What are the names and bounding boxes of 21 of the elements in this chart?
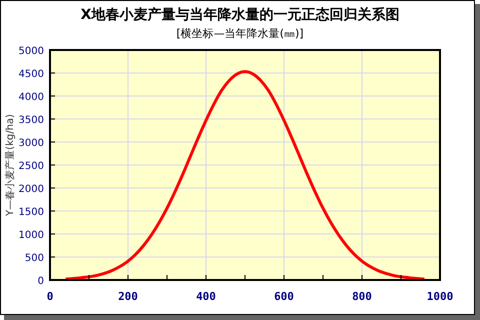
x-tick-label: 0 <box>46 290 54 303</box>
x-tick-label: 1000 <box>426 290 454 303</box>
line-series <box>64 70 426 281</box>
y-tick-label: 2500 <box>18 161 44 172</box>
y-tick-label: 4000 <box>18 92 44 103</box>
y-tick-label: 0 <box>38 276 44 287</box>
x-tick-label: 600 <box>274 290 294 303</box>
y-tick-label: 4500 <box>18 69 44 80</box>
y-tick-label: 5000 <box>18 46 44 57</box>
x-tick-label: 400 <box>196 290 216 303</box>
x-tick-label: 800 <box>352 290 372 303</box>
y-tick-label: 1500 <box>18 207 44 218</box>
y-tick-label: 3000 <box>18 138 44 149</box>
y-tick-label: 2000 <box>18 184 44 195</box>
x-tick-label: 200 <box>118 290 138 303</box>
chart-title: X地春小麦产量与当年降水量的一元正态回归关系图 <box>80 6 400 23</box>
chart-subtitle: [横坐标—当年降水量(㎜)] <box>176 27 304 40</box>
y-axis-title: Y—春小麦产量(kg/ha) <box>4 114 16 217</box>
y-tick-label: 3500 <box>18 115 44 126</box>
y-tick-label: 500 <box>24 253 44 264</box>
y-tick-label: 1000 <box>18 230 44 241</box>
